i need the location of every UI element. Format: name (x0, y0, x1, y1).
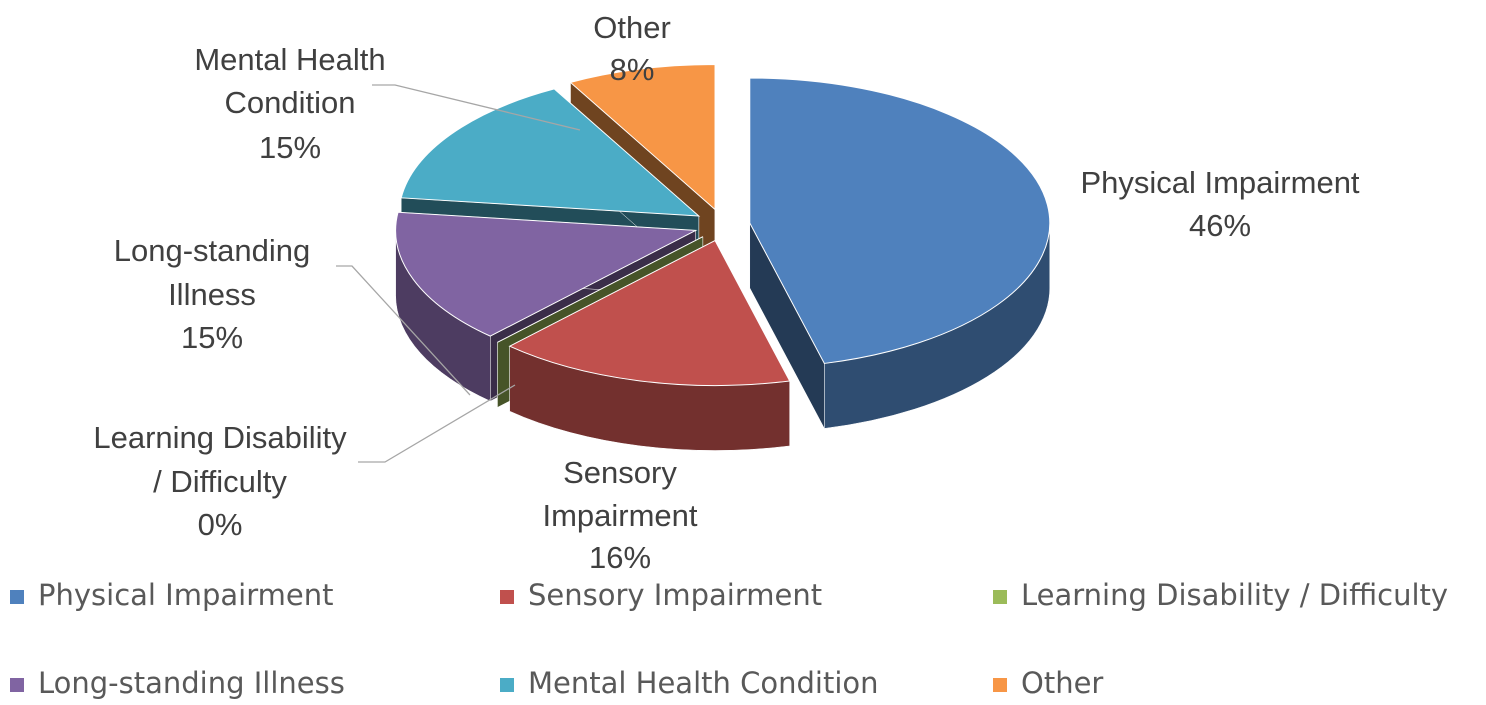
data-label: Mental Health Condition (194, 42, 385, 120)
leader-line (336, 265, 471, 396)
slice (749, 77, 1051, 364)
legend-swatch (10, 590, 24, 604)
data-label: Physical Impairment (1080, 165, 1359, 200)
data-label-name: Mental Health Condition (194, 42, 385, 120)
legend-label: Learning Disability / Difficulty (1021, 578, 1448, 612)
data-label: Long-standing Illness (114, 233, 311, 312)
slice (508, 239, 791, 386)
legend-label: Mental Health Condition (528, 666, 879, 700)
slice (395, 211, 698, 337)
data-label-value: 16% (589, 540, 651, 575)
data-label-value: 46% (1189, 208, 1251, 243)
slice (497, 236, 704, 343)
data-label: Other (593, 10, 671, 45)
data-label: Learning Disability / Difficulty (93, 420, 347, 499)
legend-swatch (10, 678, 24, 692)
leader-line (372, 84, 581, 131)
data-label-name: Sensory Impairment (542, 455, 697, 533)
data-label-name: Physical Impairment (1080, 165, 1359, 200)
slice (400, 88, 701, 217)
data-label-name: Long-standing Illness (114, 233, 311, 312)
legend-label: Physical Impairment (38, 578, 333, 612)
data-label-value: 15% (181, 320, 243, 355)
data-label-value: 15% (259, 130, 321, 165)
data-label-value: 8% (610, 52, 655, 87)
data-label-name: Other (593, 10, 671, 45)
legend-swatch (500, 590, 514, 604)
legend-swatch (993, 678, 1007, 692)
data-label: Sensory Impairment (542, 455, 697, 533)
data-label-value: 0% (198, 507, 243, 542)
data-label-name: Learning Disability / Difficulty (93, 420, 347, 499)
legend-swatch (500, 678, 514, 692)
legend-label: Other (1021, 666, 1103, 700)
slice (569, 64, 716, 211)
legend-swatch (993, 590, 1007, 604)
legend-label: Sensory Impairment (528, 578, 822, 612)
legend-label: Long-standing Illness (38, 666, 345, 700)
leader-line (358, 384, 516, 463)
